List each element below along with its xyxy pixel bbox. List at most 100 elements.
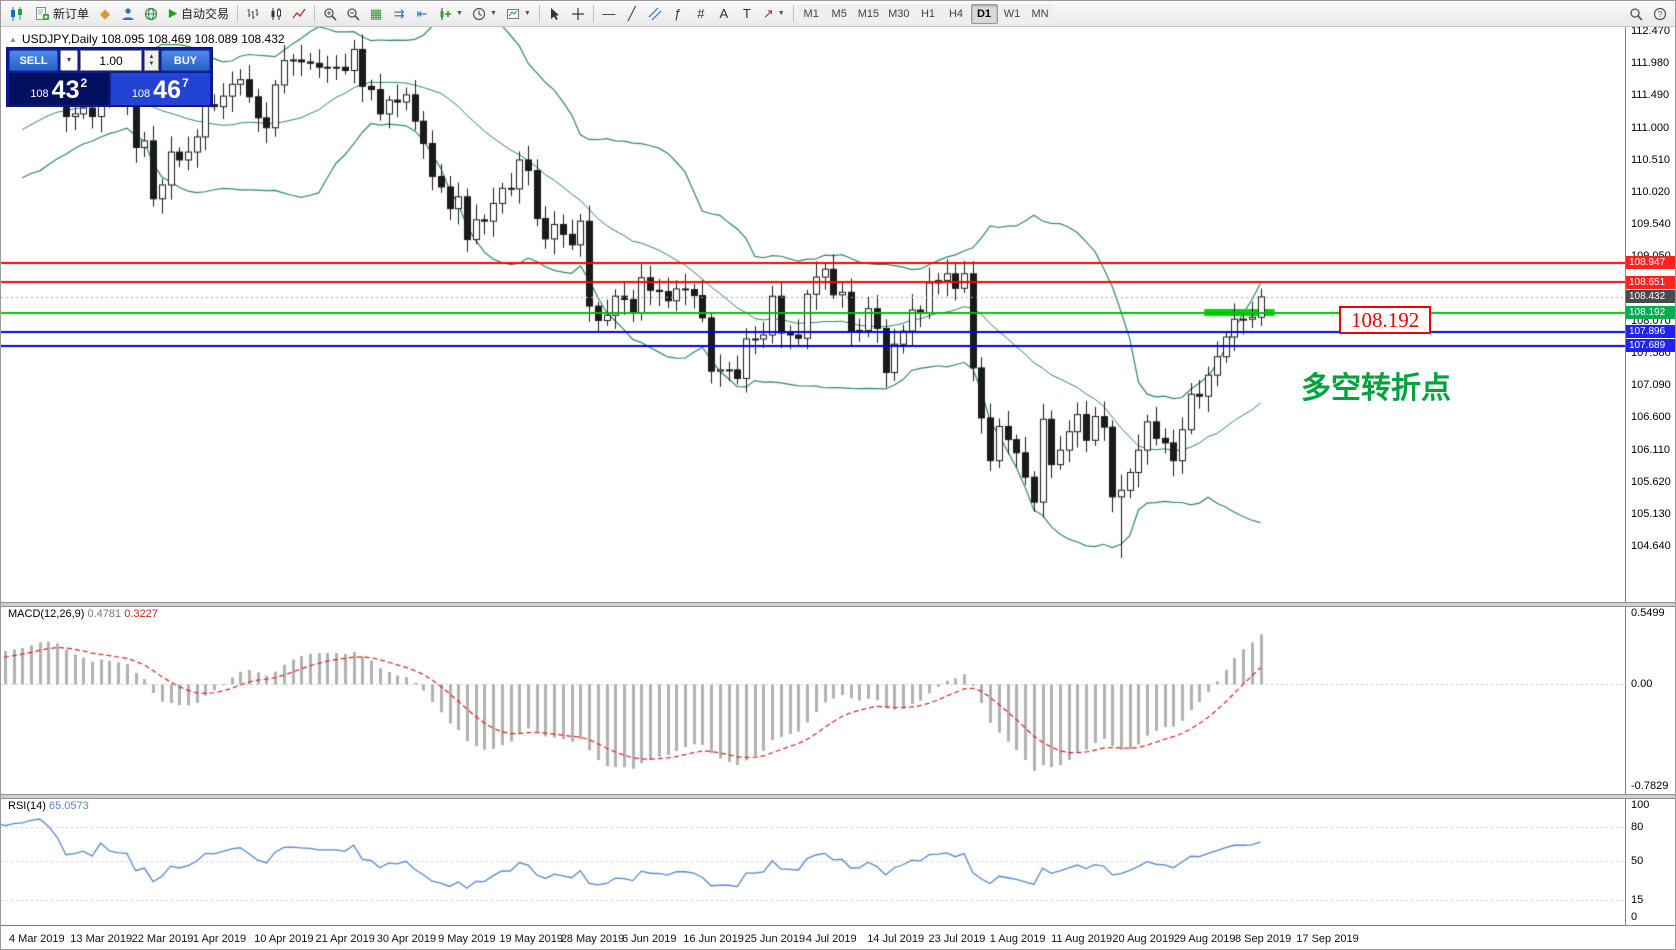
price-scale-label: 106.110 — [1631, 443, 1670, 456]
price-scale-label: 105.620 — [1631, 475, 1671, 488]
terminal-icon[interactable] — [5, 3, 29, 25]
search-icon[interactable] — [1625, 3, 1647, 25]
timeframe-h4[interactable]: H4 — [942, 3, 970, 24]
rsi-scale-label: 0 — [1631, 911, 1638, 923]
date-label: 1 Apr 2019 — [192, 933, 247, 945]
toolbar-separator — [237, 5, 239, 22]
timeframe-h1[interactable]: H1 — [914, 3, 942, 24]
toolbar-separator — [538, 5, 540, 22]
help-icon[interactable]: ? — [1649, 3, 1671, 25]
date-label: 13 Mar 2019 — [70, 933, 133, 945]
market-watch-icon[interactable]: ◆ — [94, 3, 116, 25]
date-label: 28 May 2019 — [560, 933, 625, 945]
timeframe-m15[interactable]: M15 — [853, 3, 884, 24]
volume-stepper[interactable]: ▲ ▼ — [144, 50, 159, 71]
chevron-down-icon: ▼ — [523, 10, 531, 17]
chevron-down-icon: ▼ — [489, 10, 497, 17]
date-label: 23 Jul 2019 — [928, 933, 986, 945]
date-label: 10 Apr 2019 — [254, 933, 314, 945]
date-label: 20 Aug 2019 — [1112, 933, 1175, 945]
macd-scale-label: 0.5499 — [1631, 607, 1665, 619]
price-axis[interactable] — [1625, 27, 1675, 925]
chart-shift-icon[interactable]: ⇤ — [411, 3, 433, 25]
line-chart-type-icon[interactable] — [288, 3, 310, 25]
timeframe-m30[interactable]: M30 — [884, 3, 914, 24]
cursor-icon[interactable] — [544, 3, 566, 25]
channel-icon[interactable] — [644, 3, 666, 25]
order-type-dropdown[interactable]: ▼ — [60, 50, 78, 71]
periods-dropdown[interactable]: ▼ — [468, 3, 501, 25]
community-icon[interactable] — [140, 3, 162, 25]
text-label-icon[interactable]: T — [736, 3, 758, 25]
arrows-tool-dropdown[interactable]: ↗ ▼ — [759, 3, 789, 25]
bar-chart-type-icon[interactable] — [242, 3, 264, 25]
price-tag: 107.689 — [1626, 339, 1675, 353]
date-label: 11 Aug 2019 — [1051, 933, 1113, 945]
stepper-up-icon[interactable]: ▲ — [148, 53, 155, 60]
new-order-button[interactable]: 新订单 — [30, 3, 93, 25]
buy-button[interactable]: BUY — [161, 50, 210, 71]
date-label: 21 Apr 2019 — [315, 933, 375, 945]
stepper-down-icon[interactable]: ▼ — [148, 60, 155, 67]
collapse-triangle-icon[interactable]: ▲ — [9, 34, 17, 44]
text-icon[interactable]: A — [713, 3, 735, 25]
price-tag: 107.896 — [1626, 325, 1675, 339]
rsi-scale-label: 15 — [1631, 894, 1644, 907]
volume-input[interactable]: 1.00 — [80, 50, 142, 71]
date-label: 1 Aug 2019 — [989, 933, 1046, 945]
price-scale-label: 109.540 — [1631, 217, 1671, 230]
date-label: 4 Jul 2019 — [805, 933, 857, 945]
sell-price-display[interactable]: 108 43 2 — [9, 73, 109, 105]
date-label: 16 Jun 2019 — [683, 933, 744, 945]
profile-icon[interactable] — [117, 3, 139, 25]
templates-dropdown[interactable]: ▼ — [502, 3, 535, 25]
timeframe-mn[interactable]: MN — [1026, 3, 1054, 24]
price-scale-label: 112.470 — [1631, 25, 1670, 37]
timeframe-d1[interactable]: D1 — [970, 3, 998, 24]
horizontal-line-icon[interactable]: — — [598, 3, 620, 25]
timeframe-m1[interactable]: M1 — [797, 3, 825, 24]
crosshair-icon[interactable] — [567, 3, 589, 25]
date-label: 8 Sep 2019 — [1235, 933, 1292, 945]
timeframe-m5[interactable]: M5 — [825, 3, 853, 24]
date-label: 14 Jul 2019 — [867, 933, 925, 945]
autotrading-button[interactable]: 自动交易 — [163, 3, 233, 25]
pitchfork-icon[interactable]: # — [690, 3, 712, 25]
tile-windows-icon[interactable]: ▦ — [365, 3, 387, 25]
candle-chart-type-icon[interactable] — [265, 3, 287, 25]
panel-separator[interactable] — [1, 602, 1675, 607]
buy-price-display[interactable]: 108 46 7 — [110, 73, 210, 105]
date-label: 29 Aug 2019 — [1173, 933, 1236, 945]
date-label: 9 May 2019 — [438, 933, 496, 945]
panel-separator[interactable] — [1, 794, 1675, 799]
date-label: 17 Sep 2019 — [1296, 933, 1359, 945]
turning-point-annotation[interactable]: 多空转折点 — [1301, 372, 1451, 405]
macd-label: MACD(12,26,9) 0.4781 0.3227 — [8, 608, 158, 620]
rsi-canvas[interactable] — [1, 797, 1625, 925]
date-label: 19 May 2019 — [499, 933, 563, 945]
timeframe-w1[interactable]: W1 — [998, 3, 1026, 24]
date-label: 4 Mar 2019 — [9, 933, 65, 945]
price-scale-label: 111.980 — [1631, 57, 1670, 70]
date-label: 30 Apr 2019 — [376, 933, 437, 945]
chart-title: ▲ USDJPY,Daily 108.095 108.469 108.089 1… — [9, 32, 285, 46]
indicators-dropdown[interactable]: ▼ — [434, 3, 467, 25]
trendline-icon[interactable]: ╱ — [621, 3, 643, 25]
rsi-scale-label: 100 — [1631, 799, 1650, 811]
fibonacci-icon[interactable]: ƒ — [667, 3, 689, 25]
macd-scale-label: -0.7829 — [1631, 780, 1669, 792]
price-scale-label: 105.130 — [1631, 507, 1671, 520]
time-axis[interactable]: 4 Mar 2019 13 Mar 2019 22 Mar 2019 1 Apr 20… — [1, 925, 1675, 949]
price-scale-label: 110.020 — [1631, 186, 1670, 199]
sell-button[interactable]: SELL — [9, 50, 58, 71]
price-box-annotation[interactable]: 108.192 — [1339, 306, 1432, 334]
price-scale-label: 106.600 — [1631, 411, 1671, 424]
macd-canvas[interactable] — [1, 605, 1625, 794]
macd-scale-label: 0.00 — [1631, 678, 1653, 691]
zoom-in-icon[interactable] — [319, 3, 341, 25]
date-label: 22 Mar 2019 — [131, 933, 194, 945]
zoom-out-icon[interactable] — [342, 3, 364, 25]
auto-scroll-icon[interactable]: ⇉ — [388, 3, 410, 25]
toolbar-right-group: ? — [1625, 3, 1671, 25]
